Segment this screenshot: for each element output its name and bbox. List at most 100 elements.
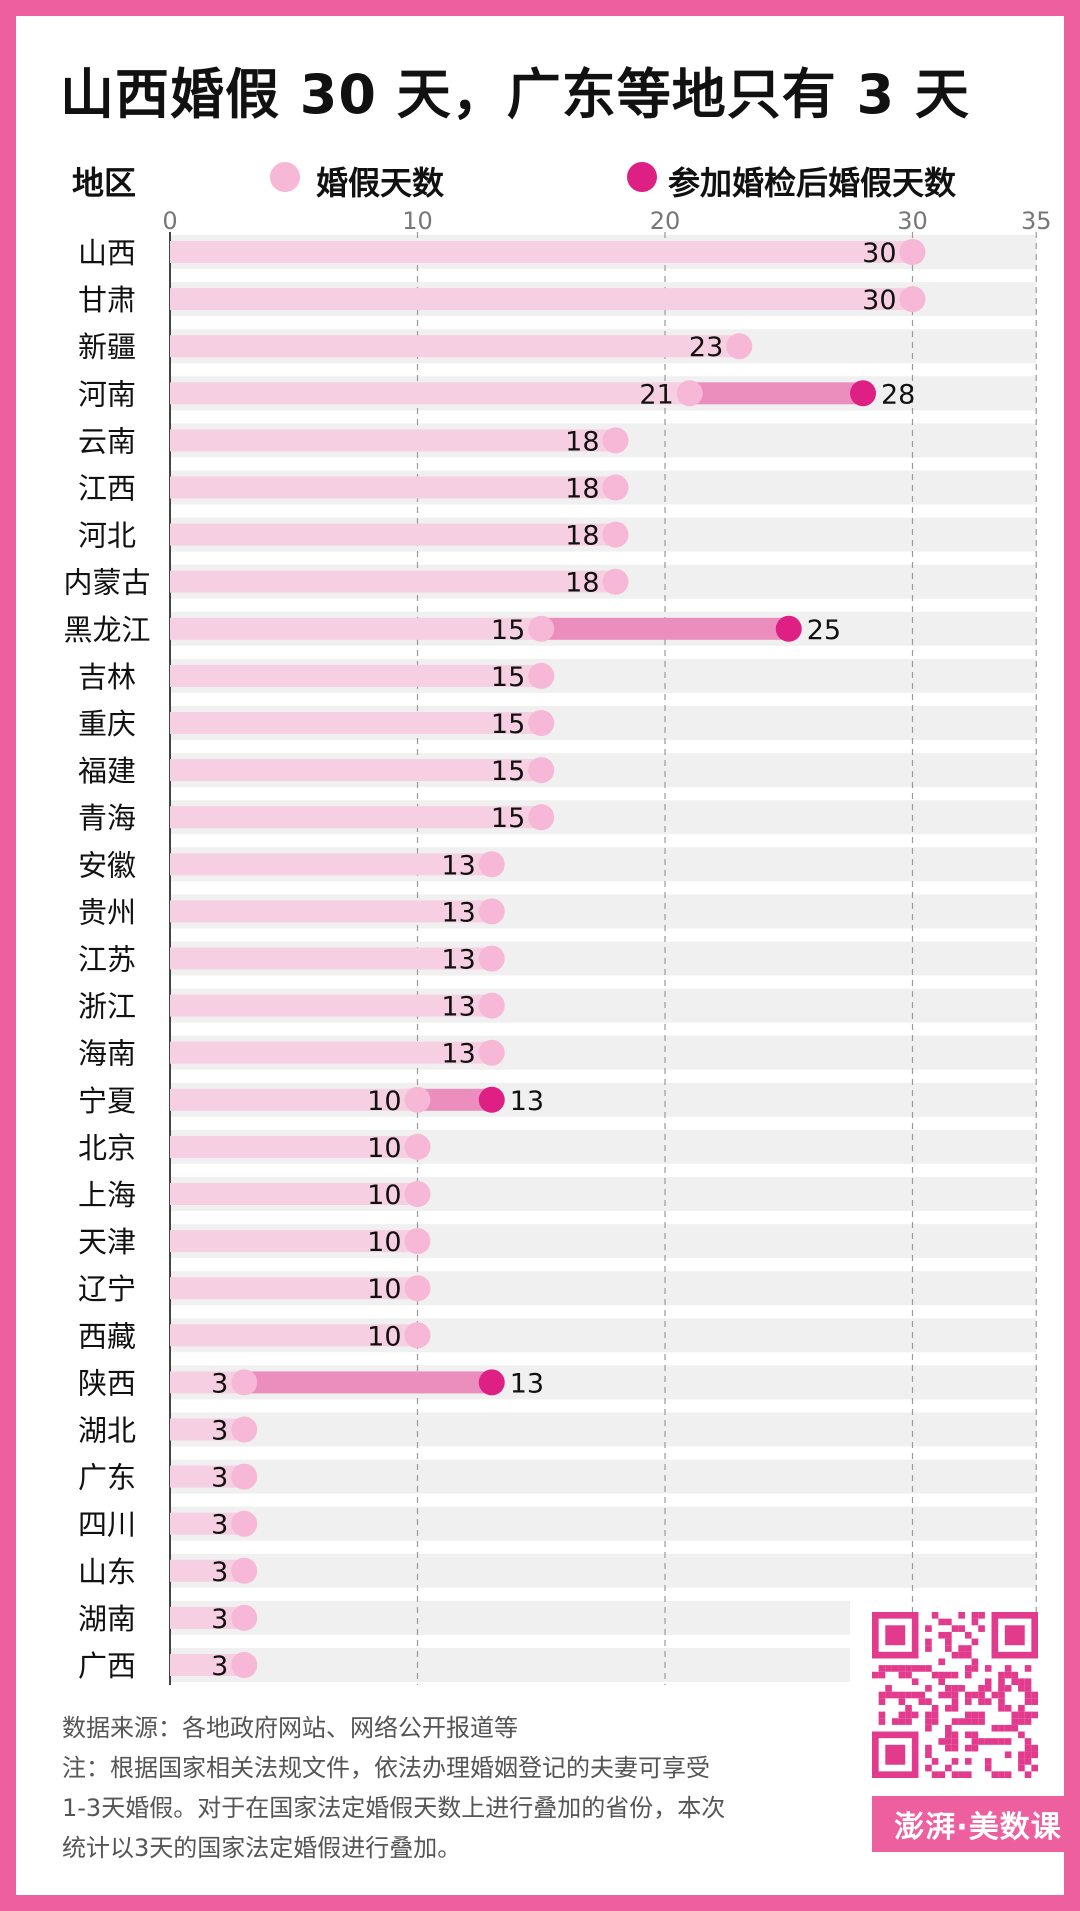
legend-label-extra: 参加婚检后婚假天数 <box>668 164 957 202</box>
category-label: 江西 <box>78 472 136 506</box>
base-point <box>726 333 753 360</box>
category-label: 贵州 <box>78 895 136 929</box>
base-value-label: 18 <box>565 568 599 599</box>
x-tick-label: 35 <box>1021 207 1052 235</box>
base-bar <box>170 1088 418 1111</box>
row-track <box>170 1506 1037 1541</box>
category-label: 陕西 <box>78 1366 136 1400</box>
base-bar <box>170 1559 245 1582</box>
base-value-label: 18 <box>565 474 599 505</box>
base-bar <box>170 1324 418 1347</box>
base-bar <box>170 1230 418 1253</box>
base-value-label: 13 <box>441 850 475 881</box>
base-bar <box>170 429 616 452</box>
row-track <box>170 1600 850 1635</box>
category-label: 山东 <box>78 1555 136 1589</box>
extra-bar <box>417 1088 492 1111</box>
extra-point <box>850 380 876 407</box>
base-bar <box>170 759 542 782</box>
x-tick-label: 30 <box>897 207 928 235</box>
extra-point <box>775 615 802 642</box>
extra-bar <box>541 617 789 640</box>
base-value-label: 30 <box>862 285 896 316</box>
base-point <box>676 380 703 407</box>
base-point <box>899 286 926 313</box>
base-bar <box>170 806 542 829</box>
base-bar <box>170 1654 245 1676</box>
base-value-label: 15 <box>491 662 525 693</box>
category-label: 青海 <box>78 801 136 835</box>
base-point <box>478 945 505 972</box>
base-point <box>404 1228 431 1255</box>
category-label: 辽宁 <box>78 1272 136 1306</box>
category-label: 安徽 <box>78 848 136 882</box>
base-bar <box>170 1041 492 1064</box>
base-value-label: 30 <box>862 238 896 269</box>
extra-value-label: 28 <box>881 379 915 410</box>
qr-code-icon <box>872 1612 1038 1778</box>
legend-label-base: 婚假天数 <box>316 164 445 202</box>
base-bar <box>170 288 913 311</box>
base-point <box>404 1133 431 1160</box>
base-value-label: 3 <box>211 1510 228 1541</box>
base-bar <box>170 853 492 876</box>
category-label: 重庆 <box>78 707 136 741</box>
base-point <box>231 1652 258 1678</box>
base-point <box>231 1557 258 1584</box>
base-bar <box>170 241 913 263</box>
base-point <box>231 1416 258 1443</box>
base-value-label: 3 <box>211 1368 228 1399</box>
base-point <box>478 992 505 1019</box>
base-value-label: 15 <box>491 803 525 834</box>
base-value-label: 15 <box>491 709 525 740</box>
category-label: 浙江 <box>78 990 136 1024</box>
base-point <box>231 1510 258 1537</box>
base-bar <box>170 1465 245 1488</box>
row-track <box>170 1648 850 1682</box>
base-bar <box>170 617 542 640</box>
base-point <box>404 1275 431 1302</box>
extra-value-label: 13 <box>510 1086 544 1117</box>
base-bar <box>170 1371 245 1394</box>
base-bar <box>170 523 616 546</box>
category-label: 西藏 <box>78 1319 136 1353</box>
base-bar <box>170 664 542 687</box>
base-bar <box>170 1277 418 1300</box>
category-label: 山西 <box>78 236 136 270</box>
base-point <box>528 662 555 689</box>
base-value-label: 10 <box>367 1180 401 1211</box>
base-value-label: 18 <box>565 426 599 457</box>
row-track <box>170 1553 1037 1588</box>
base-point <box>528 804 555 831</box>
category-label: 黑龙江 <box>63 613 150 647</box>
category-label: 河南 <box>78 377 136 411</box>
base-point <box>602 474 629 501</box>
category-label: 广西 <box>78 1649 136 1683</box>
base-point <box>528 710 555 736</box>
base-bar <box>170 1512 245 1535</box>
extra-value-label: 13 <box>510 1368 544 1399</box>
brand-logo: 澎湃·美数课 <box>872 1796 1080 1852</box>
category-label: 湖北 <box>78 1414 136 1448</box>
base-bar <box>170 900 492 923</box>
base-value-label: 13 <box>441 1039 475 1070</box>
base-bar <box>170 1135 418 1158</box>
base-bar <box>170 476 616 499</box>
base-point <box>478 1039 505 1066</box>
base-value-label: 18 <box>565 521 599 552</box>
footnote-line-3: 统计以3天的国家法定婚假进行叠加。 <box>62 1834 462 1862</box>
base-bar <box>170 335 740 358</box>
base-point <box>528 757 555 784</box>
base-point <box>602 427 629 454</box>
base-point <box>602 568 629 595</box>
category-label: 云南 <box>78 424 136 458</box>
base-bar <box>170 382 690 405</box>
extra-point <box>478 1369 505 1396</box>
base-point <box>231 1369 258 1396</box>
base-point <box>231 1604 258 1631</box>
base-bar <box>170 712 542 734</box>
category-label: 海南 <box>78 1037 136 1071</box>
base-value-label: 13 <box>441 897 475 928</box>
base-bar <box>170 947 492 970</box>
category-label: 河北 <box>78 519 136 553</box>
